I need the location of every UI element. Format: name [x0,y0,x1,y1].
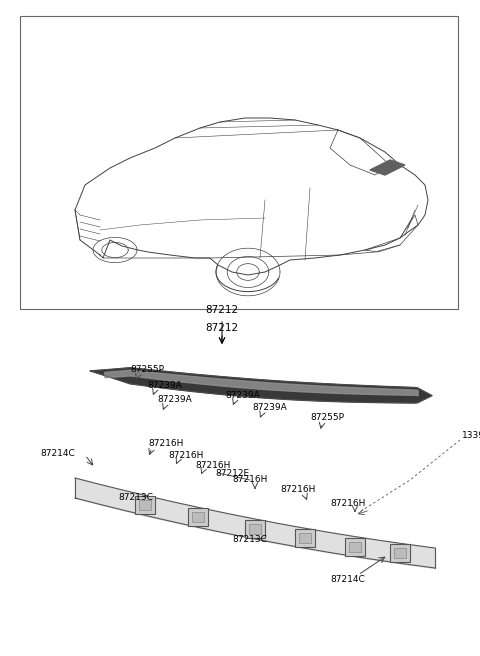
Text: 87216H: 87216H [280,485,315,495]
Text: 87255P: 87255P [310,413,344,422]
Text: 87239A: 87239A [252,403,287,413]
Text: 87216H: 87216H [330,499,365,508]
Text: 87239A: 87239A [147,380,182,390]
Text: 87239A: 87239A [157,396,192,405]
Bar [135,497,155,514]
Bar [394,548,406,558]
Bar [390,544,410,562]
Text: 87216H: 87216H [168,451,204,459]
Text: 1339CC: 1339CC [462,430,480,440]
Bar [245,520,265,538]
Text: 87216H: 87216H [195,461,230,470]
Bar [188,508,208,526]
Text: 87212E: 87212E [215,468,249,478]
Text: 87213C: 87213C [118,493,153,502]
Polygon shape [90,368,432,403]
Polygon shape [370,160,405,175]
Bar [20,16,458,309]
Text: 87213C: 87213C [232,535,267,544]
Text: 87255P: 87255P [130,365,164,375]
Bar [345,538,365,556]
Bar [249,524,261,534]
Text: 87214C: 87214C [330,575,365,584]
Text: 87214C: 87214C [40,449,75,457]
Bar [139,501,151,510]
Text: 87239A: 87239A [225,390,260,400]
Bar [192,512,204,522]
Bar [295,529,315,547]
Text: 87212: 87212 [205,305,239,315]
Bar [299,533,311,543]
Text: 87212: 87212 [205,323,239,333]
Text: 87216H: 87216H [232,476,267,485]
Bar [349,542,361,552]
Text: 87216H: 87216H [148,438,183,447]
